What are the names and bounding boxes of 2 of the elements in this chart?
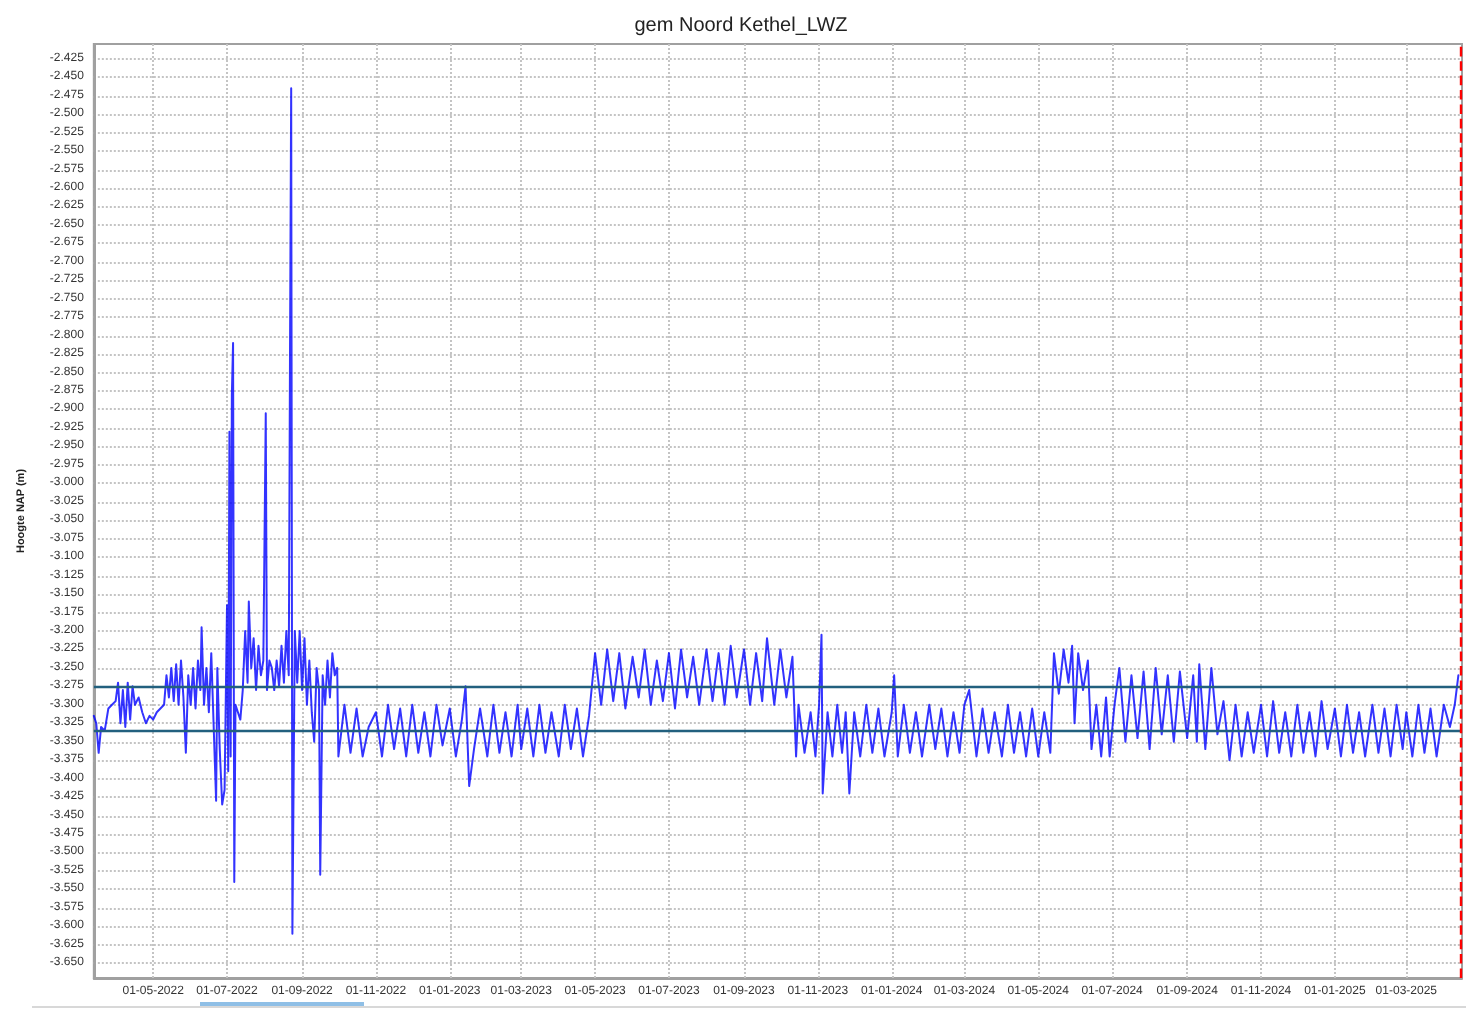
line-series [92, 87, 1460, 935]
chart-title: gem Noord Kethel_LWZ [634, 15, 848, 37]
